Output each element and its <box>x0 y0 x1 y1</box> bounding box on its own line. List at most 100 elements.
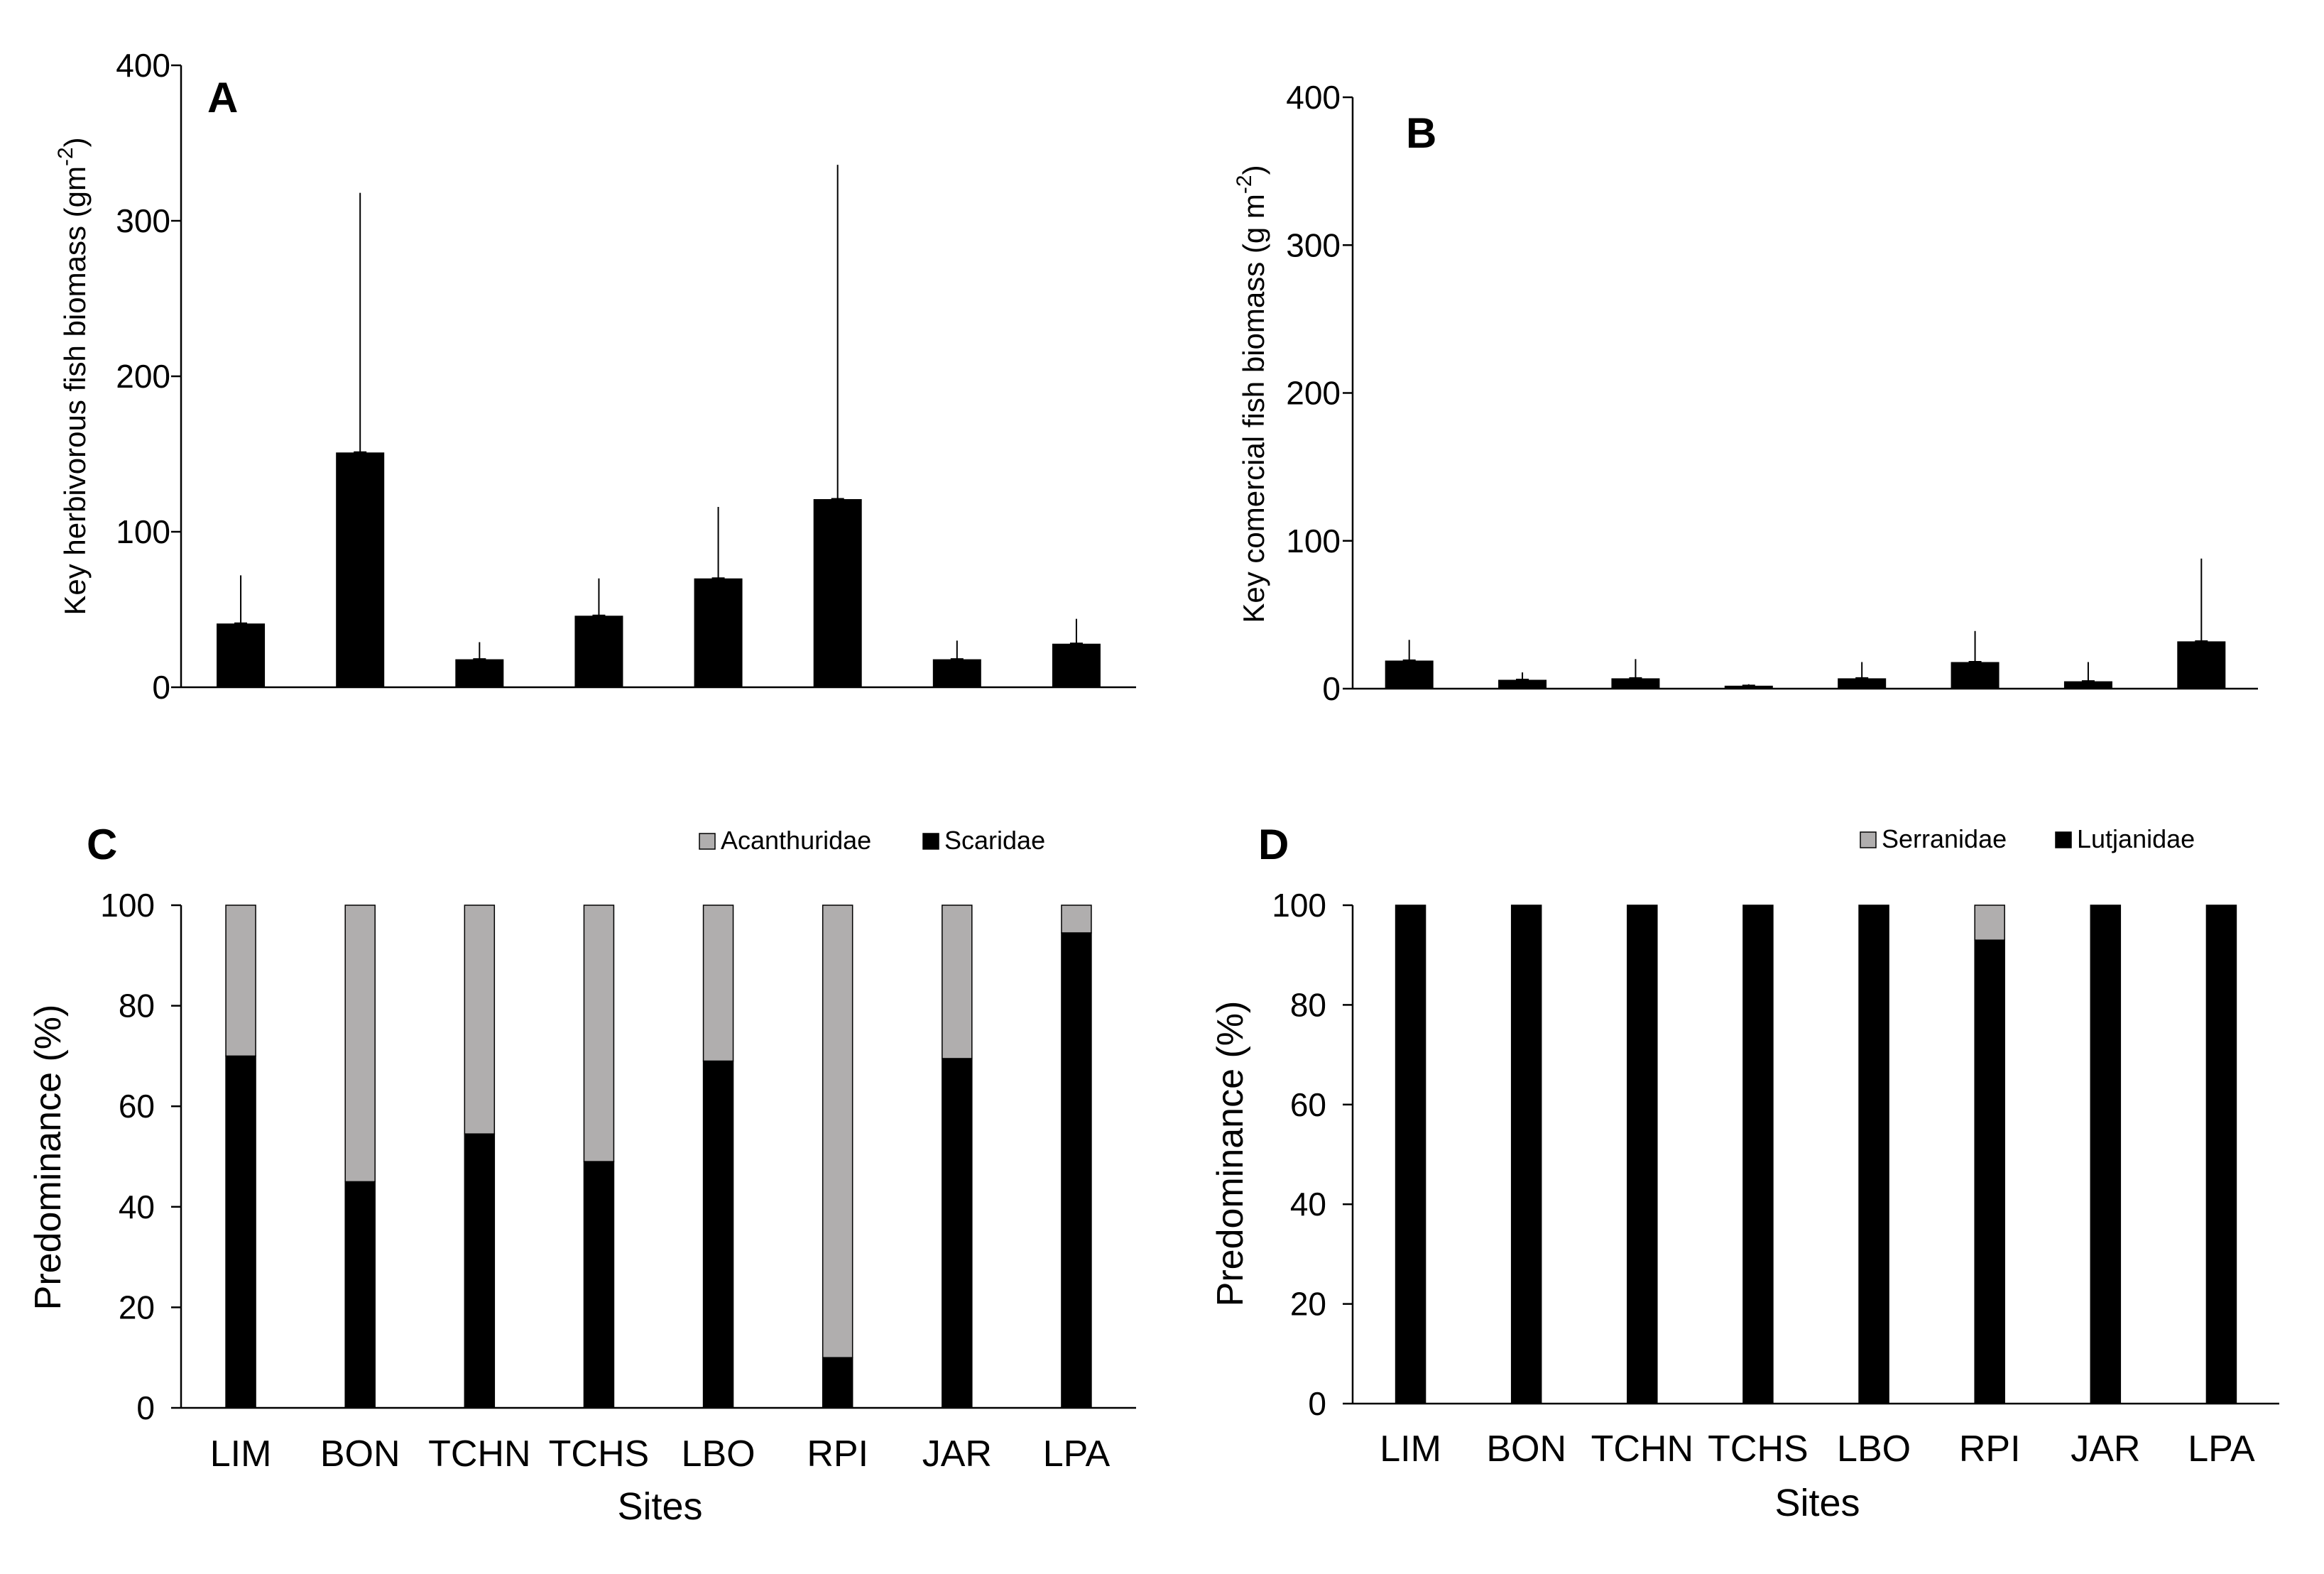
y-axis-label-main: Predominance (%) <box>1210 1001 1251 1307</box>
y-axis-label: Predominance (%) <box>28 1005 69 1311</box>
panel-b-chart: 0 100 200 300 400 B Key comercial fish biomass… <box>1233 79 2258 707</box>
y-tick-label: 40 <box>119 1188 155 1225</box>
x-category-label: BON <box>320 1433 400 1475</box>
x-category-label: TCHS <box>1708 1428 1809 1470</box>
bar-lpa-lutjanidae <box>2205 904 2237 1404</box>
x-category-label: LBO <box>1837 1428 1911 1470</box>
bar-lbo <box>694 578 743 687</box>
bar-tchn-lutjanidae <box>1627 904 1658 1404</box>
bar-rpi-serranidae <box>1974 904 2005 941</box>
bar-lbo-acanthuridae <box>702 904 734 1062</box>
y-tick-label: 60 <box>119 1088 155 1125</box>
y-tick-label: 400 <box>116 47 170 84</box>
bar-lbo <box>1838 678 1887 689</box>
y-tick-label: 80 <box>119 988 155 1024</box>
bar-jar-lutjanidae <box>2090 904 2122 1404</box>
bar-bon <box>1498 679 1547 689</box>
bar-lim <box>1385 660 1434 689</box>
y-axis-label: Key herbivorous fish biomass (gm-2) <box>54 137 92 615</box>
legend-label-scaridae: Scaridae <box>944 826 1045 855</box>
bar-tchn <box>1611 678 1660 689</box>
bar-lpa-scaridae <box>1061 932 1092 1409</box>
x-category-label: RPI <box>1959 1428 2021 1470</box>
x-category-label: RPI <box>807 1433 868 1475</box>
bar-tchn <box>455 659 504 687</box>
y-tick-label: 200 <box>1286 375 1341 412</box>
bar-lim <box>217 623 266 687</box>
x-category-label: JAR <box>922 1433 992 1475</box>
y-tick-label: 40 <box>1290 1186 1326 1223</box>
x-category-label: JAR <box>2071 1428 2140 1470</box>
x-axis-label: Sites <box>1774 1482 1860 1524</box>
legend-swatch-serranidae <box>1860 831 1877 848</box>
legend-swatch-lutjanidae <box>2055 831 2072 848</box>
bar-bon-lutjanidae <box>1510 904 1542 1404</box>
legend-swatch-acanthuridae <box>699 833 716 850</box>
bar-jar-scaridae <box>942 1058 973 1409</box>
panel-label: D <box>1258 821 1289 868</box>
y-axis-label-main: Predominance (%) <box>28 1005 69 1311</box>
bar-lim-lutjanidae <box>1395 904 1426 1404</box>
legend-label-acanthuridae: Acanthuridae <box>721 826 871 855</box>
panel-label: B <box>1406 109 1436 157</box>
bar-tchs-scaridae <box>583 1161 615 1409</box>
bar-lim-acanthuridae <box>225 904 256 1057</box>
legend-label-lutjanidae: Lutjanidae <box>2077 824 2195 853</box>
y-tick-label: 300 <box>1286 226 1341 263</box>
bar-tchn-acanthuridae <box>464 904 496 1135</box>
bar-rpi-lutjanidae <box>1974 939 2005 1404</box>
y-axis-label-close: ) <box>58 137 92 147</box>
y-tick-label: 80 <box>1290 986 1326 1023</box>
y-tick-label: 100 <box>1286 523 1341 559</box>
y-tick-label: 20 <box>1290 1286 1326 1323</box>
y-axis-label-main: Key comercial fish biomass (g m <box>1237 194 1270 623</box>
x-category-label: LPA <box>2188 1428 2255 1470</box>
bar-tchs <box>1724 685 1773 689</box>
y-tick-label: 0 <box>136 1389 155 1426</box>
bar-tchn-scaridae <box>464 1133 496 1409</box>
y-tick-label: 100 <box>1272 887 1326 924</box>
x-category-label: LPA <box>1043 1433 1111 1475</box>
panel-label: A <box>207 74 238 121</box>
y-tick-label: 100 <box>100 887 155 924</box>
x-category-label: LIM <box>1380 1428 1441 1470</box>
y-tick-label: 60 <box>1290 1086 1326 1123</box>
bar-bon-scaridae <box>344 1181 376 1409</box>
panel-label: C <box>87 821 117 868</box>
bar-jar <box>932 659 981 687</box>
y-axis-label-close: ) <box>1237 165 1270 175</box>
bar-lbo-scaridae <box>702 1060 734 1409</box>
y-axis-label: Predominance (%) <box>1210 1001 1251 1307</box>
bar-tchs-acanthuridae <box>583 904 615 1162</box>
y-tick-label: 0 <box>1308 1385 1326 1422</box>
bar-lpa <box>1052 643 1101 687</box>
y-axis-label-superscript: -2 <box>1233 175 1256 194</box>
y-tick-label: 0 <box>1322 670 1341 707</box>
x-category-label: BON <box>1486 1428 1566 1470</box>
panel-a-chart: 0 100 200 300 400 A Key herbivorous fish bioma… <box>54 47 1136 706</box>
y-tick-label: 200 <box>116 358 170 395</box>
y-tick-label: 20 <box>119 1289 155 1326</box>
bar-bon-acanthuridae <box>344 904 376 1183</box>
y-axis-label-superscript: -2 <box>54 147 77 166</box>
y-axis-label-main: Key herbivorous fish biomass (gm <box>58 166 92 616</box>
x-category-label: TCHN <box>1591 1428 1693 1470</box>
bar-lpa <box>2177 641 2226 689</box>
bar-tchs <box>574 616 623 687</box>
legend-label-serranidae: Serranidae <box>1882 824 2007 853</box>
bar-tchs-lutjanidae <box>1742 904 1774 1404</box>
legend-swatch-scaridae <box>922 833 939 850</box>
bar-lim-scaridae <box>225 1055 256 1409</box>
bar-jar <box>2063 681 2112 689</box>
bar-lbo-lutjanidae <box>1858 904 1889 1404</box>
x-category-label: TCHS <box>549 1433 650 1475</box>
x-category-label: LIM <box>210 1433 272 1475</box>
bar-rpi <box>813 499 862 687</box>
bar-rpi-scaridae <box>822 1357 853 1409</box>
bar-rpi <box>1951 662 2000 689</box>
bar-lpa-acanthuridae <box>1061 904 1092 934</box>
x-category-label: LBO <box>682 1433 755 1475</box>
y-tick-label: 300 <box>116 202 170 239</box>
panel-d-chart: 0 20 40 60 80 100 D Predominance (%) LIM BON TCHN T… <box>1210 821 2279 1524</box>
